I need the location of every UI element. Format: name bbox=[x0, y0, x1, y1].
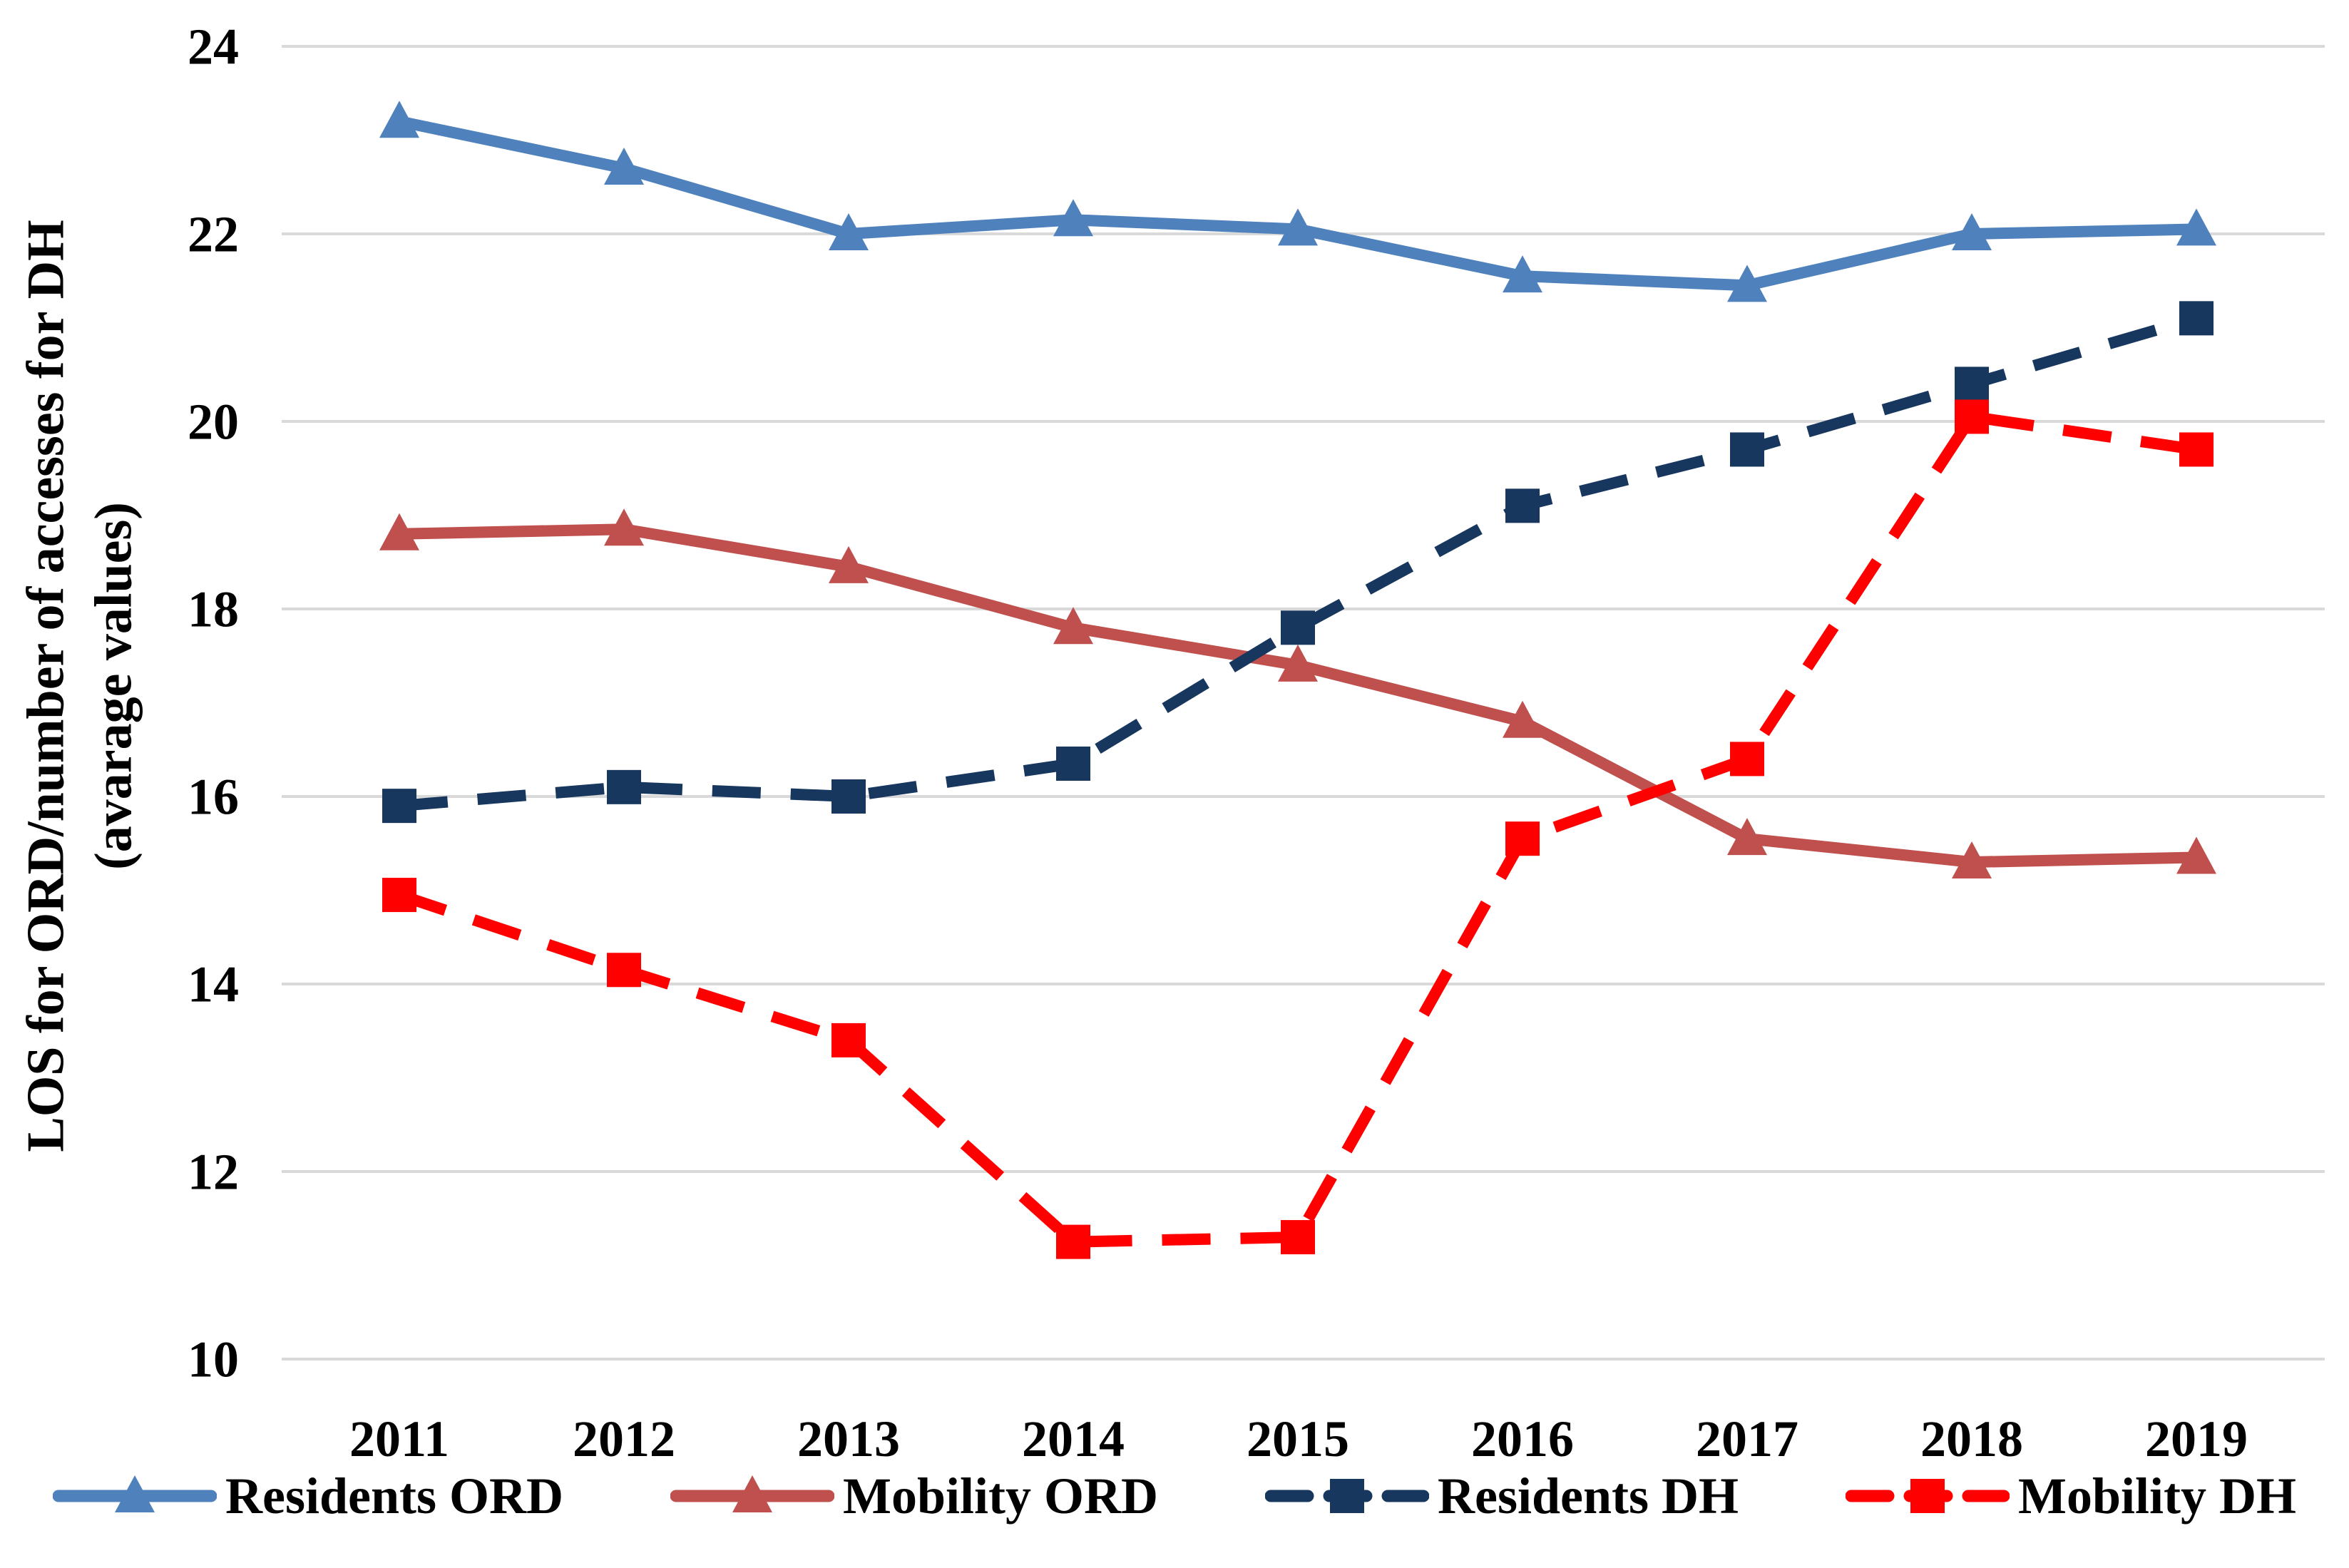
triangle-marker-residents-ord-2019 bbox=[2176, 208, 2216, 246]
triangle-marker-mobility-ord-2018 bbox=[1952, 841, 1992, 879]
square-marker-residents-dh-2011 bbox=[382, 789, 416, 824]
triangle-marker-residents-ord-2011 bbox=[379, 101, 419, 138]
square-marker-mobility-dh-2015 bbox=[1281, 1220, 1315, 1255]
series-line-mobility-ord bbox=[394, 523, 2202, 868]
square-marker-mobility-dh-2014 bbox=[1056, 1224, 1090, 1259]
x-tick-label-2018: 2018 bbox=[1920, 1410, 2023, 1467]
square-marker-residents-dh-2016 bbox=[1505, 488, 1540, 523]
square-marker-residents-dh-2018 bbox=[1955, 367, 1989, 401]
legend-triangle-mobility-ord bbox=[732, 1475, 772, 1512]
y-tick-label-22: 22 bbox=[188, 205, 239, 262]
x-tick-label-2012: 2012 bbox=[573, 1410, 675, 1467]
triangle-marker-mobility-ord-2016 bbox=[1503, 700, 1542, 738]
y-tick-label-16: 16 bbox=[188, 768, 239, 825]
triangle-marker-mobility-ord-2011 bbox=[379, 513, 419, 550]
square-marker-residents-dh-2017 bbox=[1730, 432, 1764, 467]
triangle-marker-residents-ord-2017 bbox=[1727, 265, 1767, 302]
x-tick-label-2019: 2019 bbox=[2145, 1410, 2248, 1467]
legend-item-residents-dh: Residents DH bbox=[1264, 1460, 1739, 1532]
y-tick-label-12: 12 bbox=[188, 1143, 239, 1200]
legend-item-mobility-dh: Mobility DH bbox=[1846, 1460, 2296, 1532]
triangle-marker-residents-ord-2014 bbox=[1053, 199, 1093, 237]
triangle-marker-mobility-ord-2014 bbox=[1053, 607, 1093, 645]
square-marker-residents-dh-2014 bbox=[1056, 746, 1090, 781]
legend-label-mobility-ord: Mobility ORD bbox=[843, 1467, 1158, 1525]
legend-label-mobility-dh: Mobility DH bbox=[2018, 1467, 2296, 1525]
y-tick-label-24: 24 bbox=[188, 18, 239, 75]
x-tick-label-2016: 2016 bbox=[1471, 1410, 1574, 1467]
square-marker-mobility-dh-2017 bbox=[1730, 742, 1764, 777]
legend-item-residents-ord: Residents ORD bbox=[52, 1460, 563, 1532]
triangle-marker-residents-ord-2015 bbox=[1278, 208, 1318, 246]
x-tick-label-2011: 2011 bbox=[349, 1410, 449, 1467]
triangle-marker-mobility-ord-2013 bbox=[829, 545, 869, 583]
legend-marker-residents-dh-icon bbox=[1264, 1479, 1429, 1513]
square-marker-residents-dh-2012 bbox=[607, 769, 641, 804]
y-tick-label-14: 14 bbox=[188, 955, 239, 1013]
x-tick-label-2014: 2014 bbox=[1022, 1410, 1125, 1467]
square-marker-residents-dh-2019 bbox=[2179, 301, 2214, 336]
triangle-marker-residents-ord-2012 bbox=[604, 147, 644, 185]
y-tick-label-18: 18 bbox=[188, 580, 239, 637]
series-mobility-dh bbox=[382, 399, 2214, 1259]
square-marker-mobility-dh-2011 bbox=[382, 878, 416, 913]
triangle-marker-mobility-ord-2017 bbox=[1727, 818, 1767, 856]
y-tick-label-20: 20 bbox=[188, 393, 239, 450]
square-marker-mobility-dh-2012 bbox=[607, 953, 641, 988]
legend-marker-residents-ord-icon bbox=[52, 1475, 217, 1512]
legend-label-residents-ord: Residents ORD bbox=[225, 1467, 563, 1525]
x-tick-label-2015: 2015 bbox=[1247, 1410, 1349, 1467]
legend-marker-mobility-ord-icon bbox=[670, 1475, 834, 1512]
triangle-marker-mobility-ord-2012 bbox=[604, 508, 644, 546]
square-marker-mobility-dh-2013 bbox=[831, 1023, 866, 1057]
square-marker-mobility-dh-2018 bbox=[1955, 399, 1989, 434]
square-marker-residents-dh-2015 bbox=[1281, 610, 1315, 645]
triangle-marker-mobility-ord-2015 bbox=[1278, 644, 1318, 682]
triangle-marker-residents-ord-2016 bbox=[1503, 255, 1542, 293]
chart-legend: Residents ORD Mobility ORD Residents DH Mob… bbox=[0, 1460, 2349, 1532]
legend-square-residents-dh bbox=[1329, 1479, 1364, 1513]
y-tick-label-10: 10 bbox=[188, 1331, 239, 1388]
x-tick-label-2013: 2013 bbox=[797, 1410, 900, 1467]
square-marker-residents-dh-2013 bbox=[831, 779, 866, 814]
x-tick-label-2017: 2017 bbox=[1696, 1410, 1798, 1467]
triangle-marker-residents-ord-2013 bbox=[829, 213, 869, 250]
series-mobility-ord bbox=[379, 508, 2216, 879]
series-line-residents-ord bbox=[394, 116, 2202, 292]
legend-item-mobility-ord: Mobility ORD bbox=[670, 1460, 1158, 1532]
legend-label-residents-dh: Residents DH bbox=[1437, 1467, 1739, 1525]
series-residents-dh bbox=[382, 301, 2214, 824]
legend-triangle-residents-ord bbox=[114, 1475, 155, 1512]
series-line-residents-dh bbox=[399, 312, 2199, 812]
square-marker-mobility-dh-2016 bbox=[1505, 821, 1540, 856]
triangle-marker-residents-ord-2018 bbox=[1952, 213, 1992, 250]
legend-marker-mobility-dh-icon bbox=[1846, 1479, 2010, 1513]
series-line-mobility-dh bbox=[397, 410, 2198, 1248]
square-marker-mobility-dh-2019 bbox=[2179, 432, 2214, 467]
series-residents-ord bbox=[379, 101, 2216, 302]
legend-square-mobility-dh bbox=[1910, 1479, 1945, 1513]
triangle-marker-mobility-ord-2019 bbox=[2176, 836, 2216, 874]
